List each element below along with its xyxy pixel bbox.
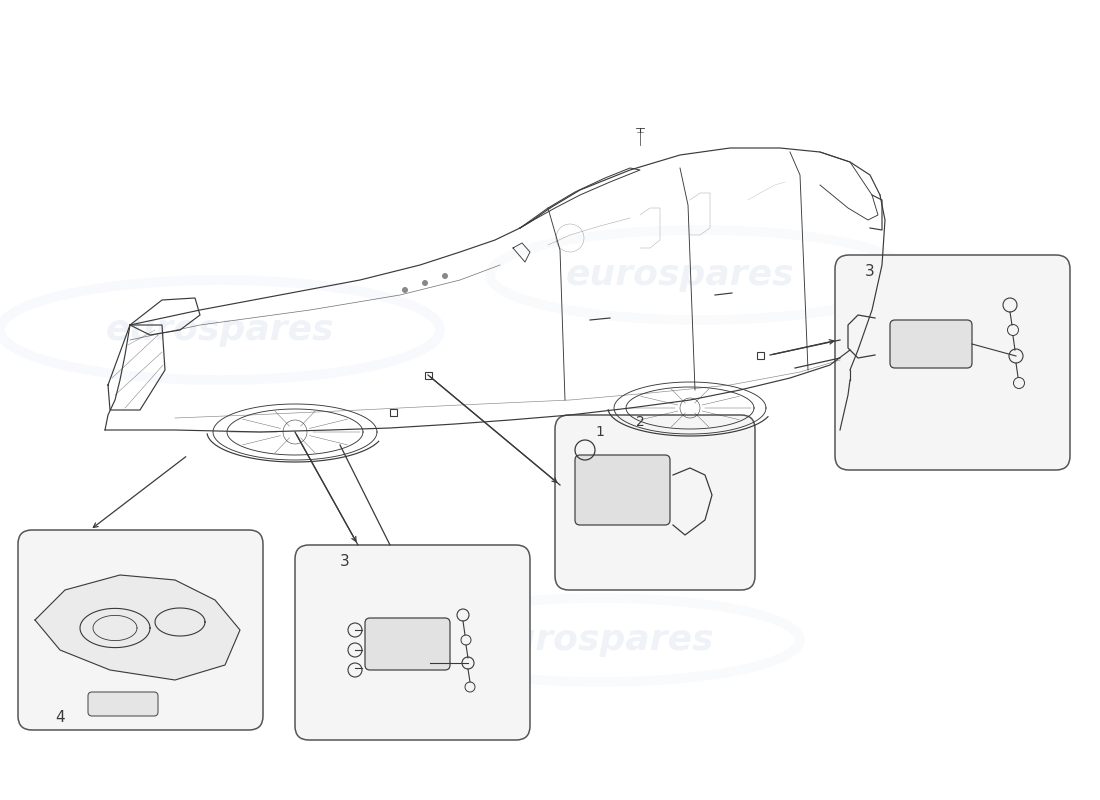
Text: eurospares: eurospares xyxy=(106,313,334,347)
Bar xyxy=(425,371,431,378)
Circle shape xyxy=(442,273,448,279)
Text: 3: 3 xyxy=(340,554,350,570)
Circle shape xyxy=(422,280,428,286)
Text: 2: 2 xyxy=(636,415,645,429)
FancyBboxPatch shape xyxy=(88,692,158,716)
Bar xyxy=(757,351,763,358)
Text: 4: 4 xyxy=(55,710,65,726)
FancyBboxPatch shape xyxy=(295,545,530,740)
FancyBboxPatch shape xyxy=(835,255,1070,470)
Circle shape xyxy=(402,287,408,293)
FancyBboxPatch shape xyxy=(556,415,755,590)
FancyBboxPatch shape xyxy=(18,530,263,730)
Polygon shape xyxy=(35,575,240,680)
Text: eurospares: eurospares xyxy=(486,623,714,657)
Text: 1: 1 xyxy=(595,425,604,439)
Bar xyxy=(389,409,396,415)
Text: 3: 3 xyxy=(865,265,874,279)
FancyBboxPatch shape xyxy=(890,320,972,368)
FancyBboxPatch shape xyxy=(365,618,450,670)
Text: eurospares: eurospares xyxy=(565,258,794,292)
FancyBboxPatch shape xyxy=(575,455,670,525)
